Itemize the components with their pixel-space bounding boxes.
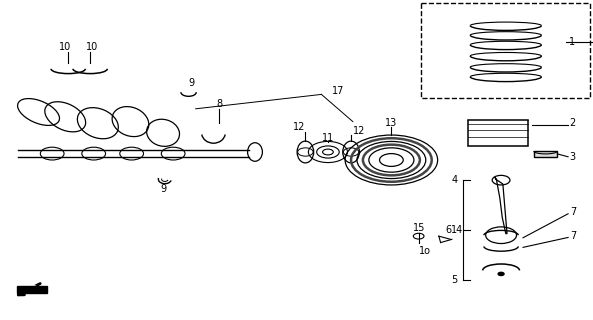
Text: FR.: FR. — [22, 284, 42, 295]
Bar — [534, 151, 557, 157]
Bar — [468, 120, 528, 146]
Text: 5: 5 — [451, 275, 457, 285]
Bar — [421, 3, 590, 98]
Text: 4: 4 — [451, 175, 457, 185]
Bar — [17, 286, 47, 293]
Text: 3: 3 — [569, 152, 575, 162]
Text: 11: 11 — [322, 133, 334, 143]
Text: 12: 12 — [353, 125, 365, 136]
Text: 6: 6 — [445, 225, 451, 236]
Circle shape — [498, 272, 504, 276]
Text: 7: 7 — [570, 231, 576, 241]
Text: 9: 9 — [161, 184, 167, 195]
Text: 1: 1 — [569, 36, 575, 47]
Text: 8: 8 — [216, 99, 222, 109]
Text: 9: 9 — [188, 78, 194, 88]
Text: 10: 10 — [59, 42, 71, 52]
Text: 13: 13 — [385, 118, 397, 128]
Text: 17: 17 — [332, 86, 344, 96]
Text: 2: 2 — [569, 118, 575, 128]
Text: 1o: 1o — [419, 245, 431, 256]
Text: 14: 14 — [451, 225, 463, 235]
Text: 7: 7 — [570, 207, 576, 217]
Text: 15: 15 — [413, 223, 425, 233]
Text: 10: 10 — [86, 42, 98, 52]
Text: 12: 12 — [293, 122, 305, 132]
